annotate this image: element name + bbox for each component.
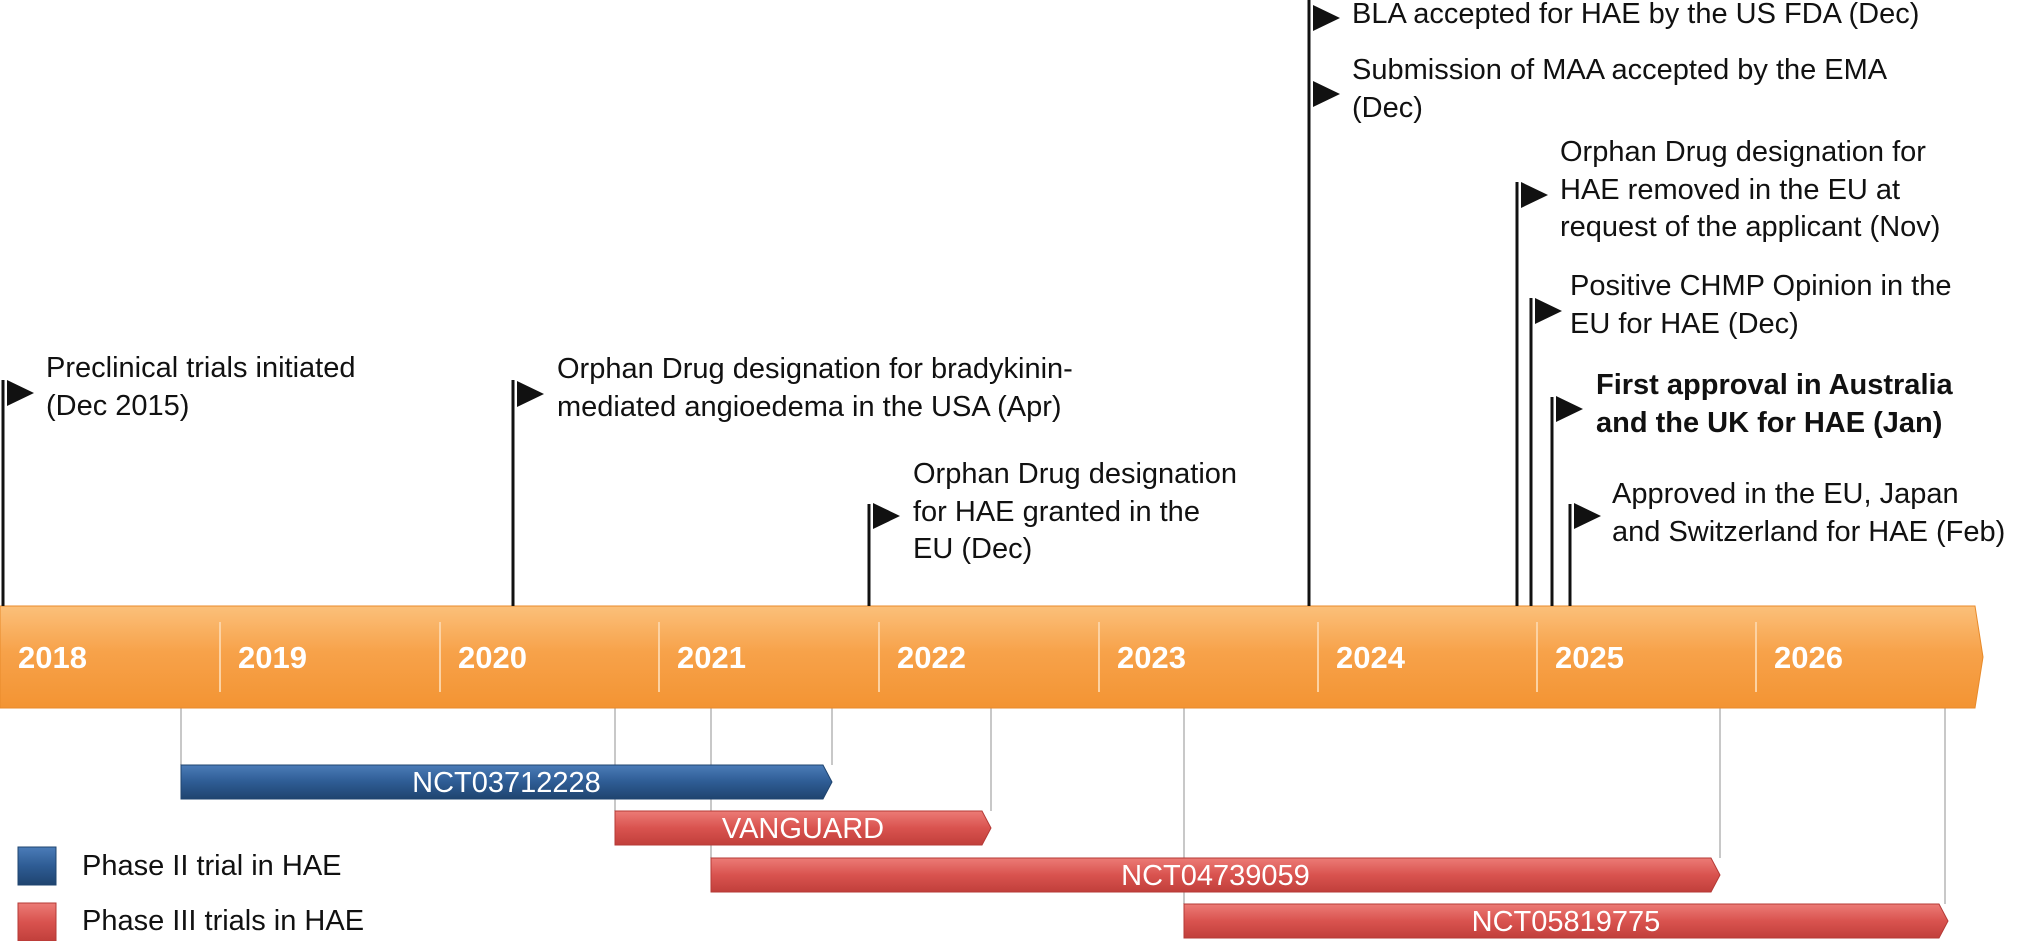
trial-bar bbox=[180, 764, 833, 800]
trial-bar bbox=[614, 810, 992, 846]
trial-bar bbox=[710, 857, 1721, 893]
event-text-line: Preclinical trials initiated bbox=[46, 352, 356, 384]
event-text-line: Positive CHMP Opinion in the bbox=[1570, 270, 1952, 302]
legend-swatch bbox=[17, 846, 57, 886]
event-text: Orphan Drug designation for bradykinin-m… bbox=[557, 351, 1073, 426]
event-text: Positive CHMP Opinion in the EU for HAE (… bbox=[1570, 268, 1951, 343]
event-flag-icon bbox=[873, 503, 900, 529]
year-label: 2021 bbox=[677, 640, 746, 675]
event-text-line: (Dec 2015) bbox=[46, 389, 190, 422]
event-text-line: request of the applicant (Nov) bbox=[1560, 211, 1941, 243]
year-label: 2024 bbox=[1336, 640, 1406, 675]
year-label: 2023 bbox=[1117, 640, 1186, 675]
event-text-line: First approval in Australia bbox=[1596, 369, 1953, 401]
trial-label: NCT04739059 bbox=[1121, 860, 1310, 892]
event-text-line: EU for HAE (Dec) bbox=[1570, 307, 1799, 340]
event-flag-icon bbox=[1556, 396, 1583, 422]
event-text-line: Orphan Drug designation for bradykinin- bbox=[557, 353, 1073, 385]
event-flag-icon bbox=[7, 380, 34, 406]
event-flag-icon bbox=[1535, 298, 1562, 324]
legend-swatch bbox=[17, 902, 57, 941]
event-text-line: (Dec) bbox=[1352, 91, 1423, 124]
event-text: Preclinical trials initiated (Dec 2015) bbox=[46, 350, 355, 425]
event-text-line: Orphan Drug designation bbox=[913, 458, 1238, 490]
event-text-line: BLA accepted for HAE by the US FDA (Dec) bbox=[1352, 0, 1920, 30]
trial-label: NCT05819775 bbox=[1472, 906, 1661, 938]
legend-label: Phase III trials in HAE bbox=[82, 905, 365, 937]
event-text-line: for HAE granted in the bbox=[913, 495, 1200, 528]
trial-bar bbox=[1183, 903, 1949, 939]
event-flag-icon bbox=[1313, 5, 1340, 31]
event-text: BLA accepted for HAE by the US FDA (Dec) bbox=[1352, 0, 1919, 34]
year-label: 2018 bbox=[18, 640, 87, 675]
event-text-line: mediated angioedema in the USA (Apr) bbox=[557, 390, 1062, 423]
year-label: 2019 bbox=[238, 640, 307, 675]
event-text-line: Orphan Drug designation for bbox=[1560, 136, 1926, 168]
event-text-line: and the UK for HAE (Jan) bbox=[1596, 406, 1943, 439]
event-text: Submission of MAA accepted by the EMA (De… bbox=[1352, 52, 1887, 127]
event-flag-icon bbox=[517, 381, 544, 407]
event-text-line: Approved in the EU, Japan bbox=[1612, 478, 1959, 510]
legend-label: Phase II trial in HAE bbox=[82, 850, 342, 882]
trial-label: NCT03712228 bbox=[412, 767, 601, 799]
event-flag-icon bbox=[1313, 81, 1340, 107]
event-flag-icon bbox=[1521, 182, 1548, 208]
event-text-line: Submission of MAA accepted by the EMA bbox=[1352, 54, 1888, 86]
year-label: 2026 bbox=[1774, 640, 1843, 675]
timeline-band bbox=[0, 605, 1984, 709]
event-flag-icon bbox=[1574, 503, 1601, 529]
year-label: 2022 bbox=[897, 640, 966, 675]
event-text-line: and Switzerland for HAE (Feb) bbox=[1612, 515, 2006, 548]
trial-label: VANGUARD bbox=[722, 813, 884, 845]
event-text: Orphan Drug designation for HAE removed i… bbox=[1560, 134, 1940, 247]
event-text-line: EU (Dec) bbox=[913, 533, 1033, 565]
event-text: First approval in Australia and the UK fo… bbox=[1596, 367, 1953, 442]
event-text: Orphan Drug designation for HAE granted i… bbox=[913, 456, 1237, 569]
year-label: 2020 bbox=[458, 640, 527, 675]
event-text: Approved in the EU, Japan and Switzerland… bbox=[1612, 476, 2005, 551]
event-text-line: HAE removed in the EU at bbox=[1560, 173, 1901, 206]
year-label: 2025 bbox=[1555, 640, 1624, 675]
